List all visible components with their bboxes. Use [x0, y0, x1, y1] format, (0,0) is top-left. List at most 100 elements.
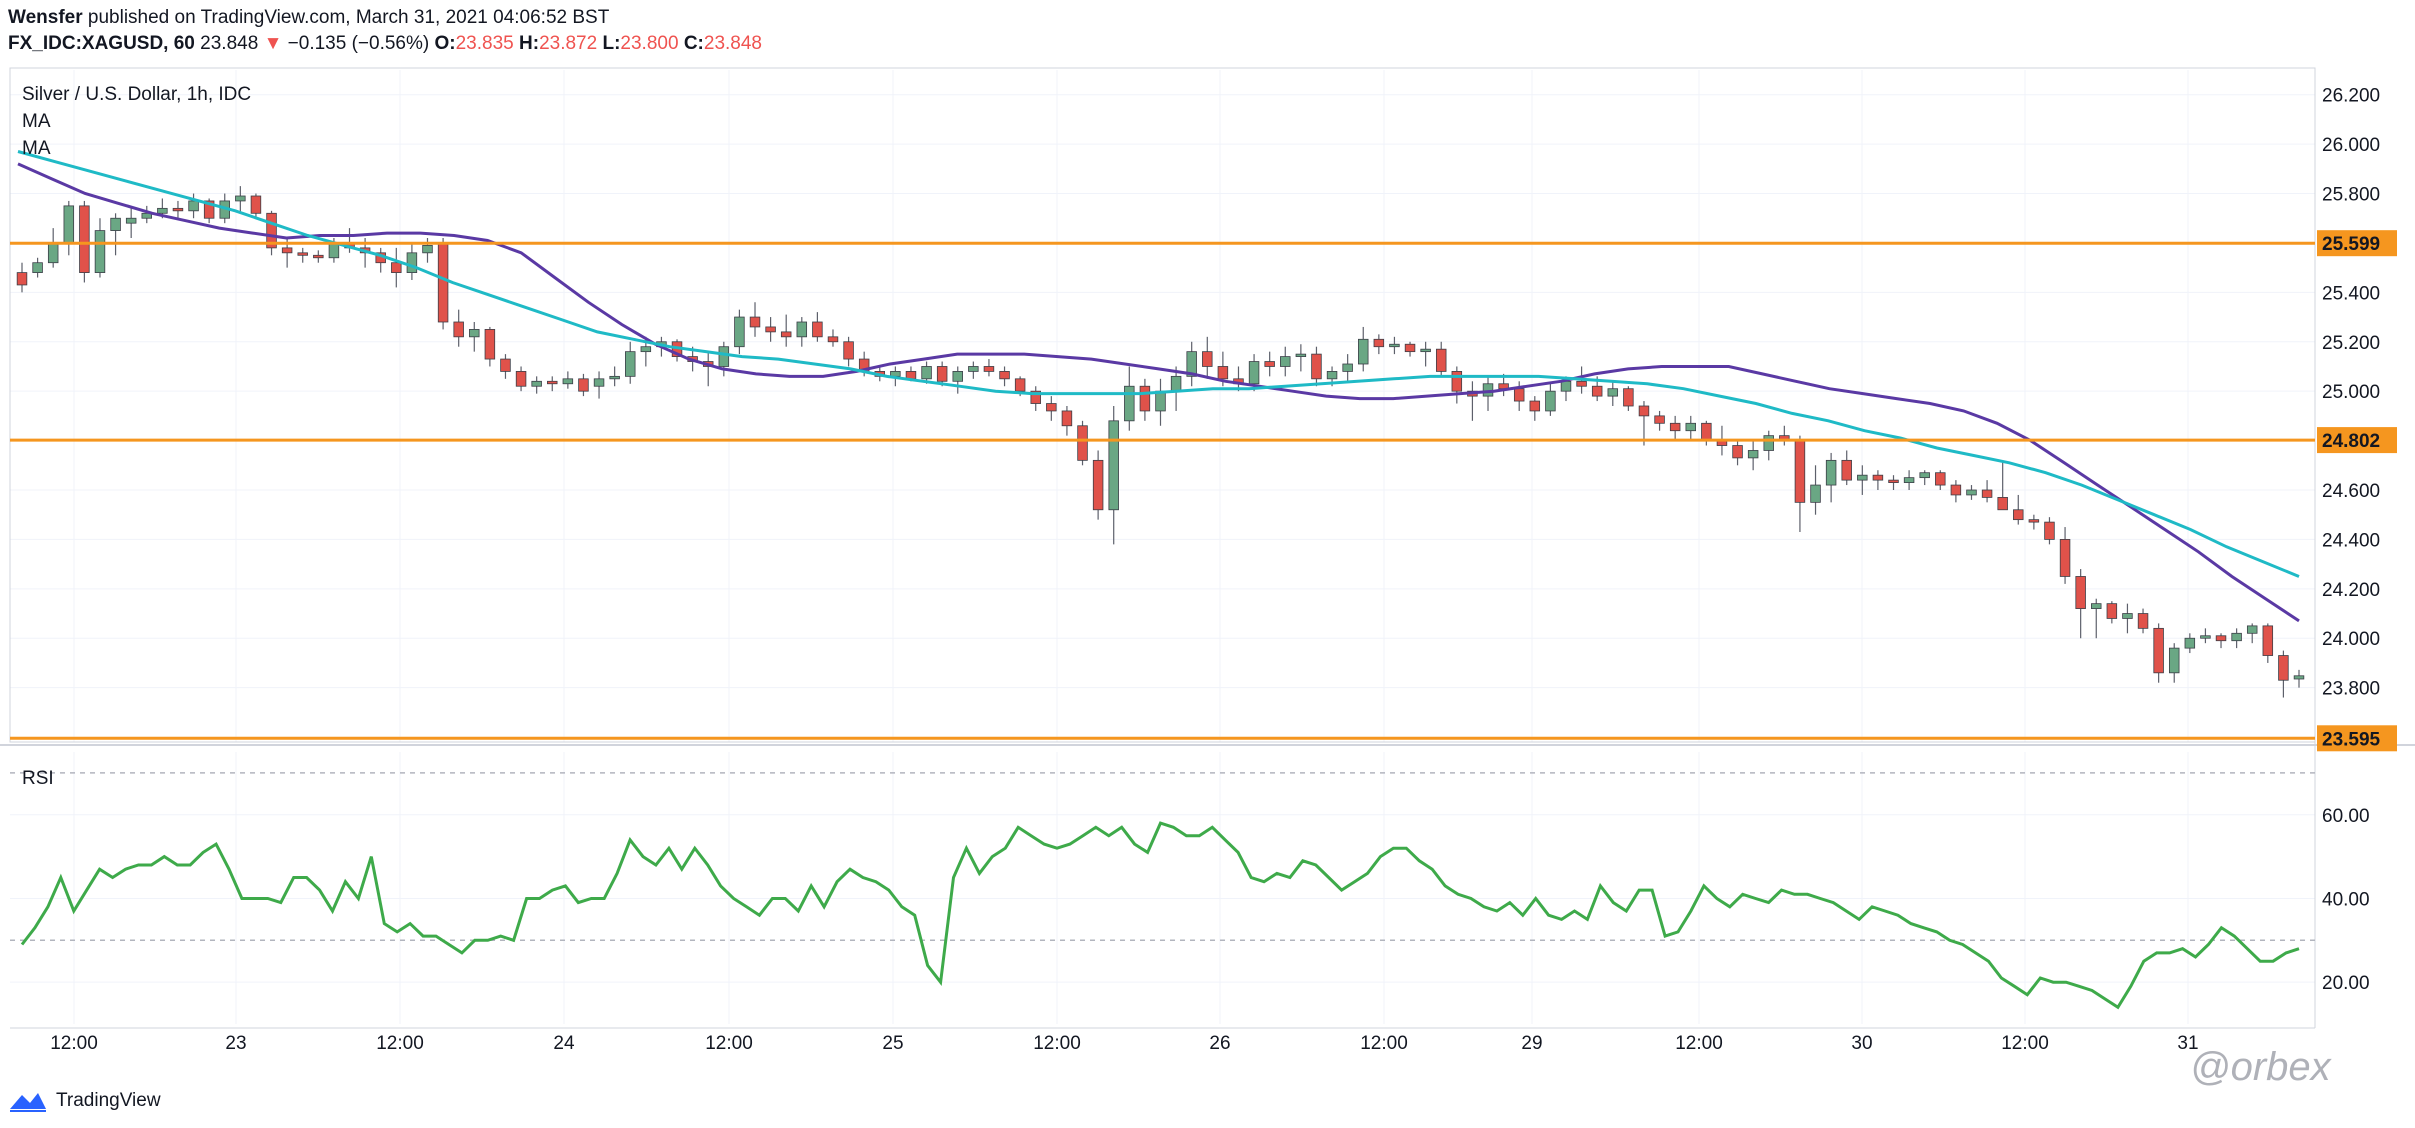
candle-body [1046, 403, 1057, 412]
candle-body [391, 262, 402, 273]
candle-body [2168, 647, 2180, 674]
candle-body [1591, 385, 1603, 397]
candle-body [1295, 353, 1307, 357]
candle-body [297, 252, 308, 256]
price-axis-label: 25.400 [2322, 283, 2380, 304]
candle-body [1170, 375, 1182, 392]
time-axis-label: 12:00 [1675, 1033, 1723, 1054]
candle-body [640, 346, 652, 353]
candle-body [125, 217, 137, 224]
candle-body [1124, 385, 1135, 422]
price-axis-label: 25.200 [2322, 333, 2380, 354]
author-name[interactable]: Wensfer [8, 7, 83, 28]
candle-body [16, 272, 28, 286]
candle-body [281, 247, 293, 254]
candle-body [2200, 635, 2211, 639]
candle-body [609, 375, 620, 380]
candle-body [157, 207, 168, 214]
candle-body [63, 205, 75, 244]
price-axis-label: 26.000 [2322, 135, 2380, 156]
symbol-label: FX_IDC:XAGUSD, 60 [8, 33, 195, 54]
candle-body [1623, 388, 1634, 407]
candle-body [94, 230, 106, 273]
candle-body [406, 252, 418, 273]
candle-body [547, 380, 558, 385]
candle-body [2013, 509, 2024, 521]
candle-body [1155, 390, 1166, 412]
tradingview-cloud-icon [10, 1093, 46, 1112]
level-price-tag [2317, 230, 2397, 257]
candle-body [796, 321, 808, 338]
candle-body [328, 242, 340, 259]
candle-body [718, 346, 730, 367]
low-label: L: [602, 33, 621, 54]
tradingview-logo[interactable]: TradingView [8, 1086, 161, 1116]
candle-body [2262, 625, 2274, 656]
candle-body [1435, 348, 1447, 372]
open-label: O: [434, 33, 456, 54]
down-arrow-icon: ▼ [263, 33, 283, 54]
candle-body [172, 207, 184, 212]
candle-body [1607, 388, 1619, 397]
grid-layer [10, 70, 2315, 1024]
candle-body [734, 316, 745, 348]
candle-body [2137, 613, 2149, 629]
close-value: 23.848 [703, 33, 762, 54]
candle-body [1420, 348, 1431, 353]
candle-body [1857, 474, 1868, 481]
candle-body [313, 254, 324, 259]
candle-body [765, 326, 776, 333]
candle-body [2246, 625, 2258, 634]
candle-body [469, 329, 480, 338]
candle-body [1451, 371, 1463, 392]
candle-body [1950, 484, 1962, 496]
candle-body [1888, 479, 1899, 483]
time-axis-label: 24 [553, 1033, 575, 1054]
time-axis-label: 12:00 [705, 1033, 753, 1054]
level-price-label: 23.595 [2322, 729, 2381, 750]
candle-body [1139, 385, 1151, 412]
time-axis-label: 12:00 [1033, 1033, 1081, 1054]
price-axis-label: 23.800 [2322, 679, 2380, 700]
candle-body [1030, 390, 1041, 404]
candle-body [47, 242, 59, 264]
price-axis-label: 24.600 [2322, 481, 2380, 502]
legend-ma-slow: MA [22, 138, 51, 159]
price-axis-label: 25.800 [2322, 185, 2380, 206]
candle-body [1264, 361, 1275, 367]
candle-body [625, 351, 636, 377]
candle-body [2059, 539, 2071, 577]
price-axis-label: 24.000 [2322, 629, 2380, 650]
candle-body [1732, 445, 1743, 459]
candle-body [827, 336, 839, 343]
candle-body [1763, 435, 1774, 451]
high-value: 23.872 [539, 33, 598, 54]
candle-body [266, 212, 277, 249]
low-value: 23.800 [620, 33, 679, 54]
candle-body [1966, 489, 1977, 496]
candle-body [1092, 459, 1104, 511]
candle-body [1202, 351, 1213, 367]
candle-body [2044, 521, 2055, 540]
time-axis-label: 25 [882, 1033, 903, 1054]
candle-body [1654, 415, 1665, 424]
level-price-tag [2317, 427, 2397, 454]
candle-body [531, 380, 542, 387]
candle-body [578, 378, 589, 392]
tradingview-brand: TradingView [56, 1090, 161, 1111]
ma-line-fast [17, 162, 2300, 623]
time-axis-label: 26 [1209, 1033, 1230, 1054]
time-axis-label: 31 [2177, 1033, 2198, 1054]
legend-ma-fast: MA [22, 111, 51, 132]
chart-title: Silver / U.S. Dollar, 1h, IDC [22, 84, 251, 105]
candle-body [1638, 405, 1650, 417]
candle-body [1311, 353, 1322, 380]
candle-body [1810, 484, 1821, 503]
candle-body [250, 195, 262, 214]
time-axis-label: 12:00 [50, 1033, 98, 1054]
candle-body [1014, 378, 1026, 392]
time-axis-label: 12:00 [1360, 1033, 1408, 1054]
price-axis-label: 24.400 [2322, 530, 2380, 551]
candles-layer [16, 186, 2305, 698]
